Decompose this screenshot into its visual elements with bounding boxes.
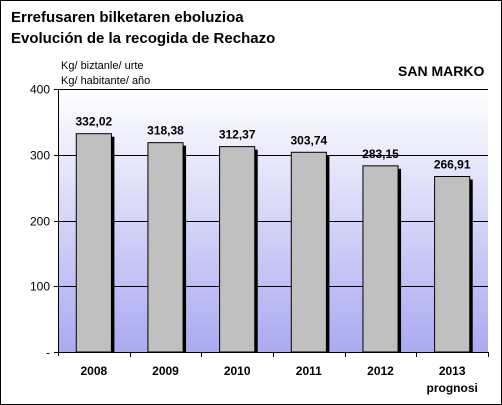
data-label: 312,37 bbox=[219, 128, 256, 142]
plot-area bbox=[58, 89, 488, 352]
bar-2010 bbox=[219, 146, 256, 353]
bar-2011 bbox=[290, 151, 327, 353]
grid-lines bbox=[54, 89, 489, 357]
chart-title-line2: Evolución de la recogida de Rechazo bbox=[11, 30, 276, 47]
data-label: 332,02 bbox=[75, 115, 112, 129]
labels: - 100 200 300 400 332,02 2008 318,38 2009 312,37 2… bbox=[30, 83, 478, 396]
category-label: 2009 bbox=[152, 364, 179, 378]
y-tick-label: 400 bbox=[30, 83, 50, 97]
bar-2013 bbox=[434, 176, 471, 353]
y-tick-label: 100 bbox=[30, 280, 50, 294]
bar-2008 bbox=[75, 133, 112, 353]
data-label: 318,38 bbox=[147, 124, 184, 138]
unit-label-basque: Kg/ biztanle/ urte bbox=[61, 60, 144, 72]
bar-2009 bbox=[147, 142, 184, 353]
data-label: 266,91 bbox=[434, 158, 471, 172]
category-label: 2010 bbox=[224, 364, 251, 378]
category-note: prognosi bbox=[427, 381, 478, 395]
category-label: 2012 bbox=[367, 364, 394, 378]
category-label: 2011 bbox=[296, 364, 322, 378]
bar-2012 bbox=[362, 165, 399, 353]
category-label: 2008 bbox=[80, 364, 107, 378]
y-tick-label: 200 bbox=[30, 215, 50, 229]
chart-title-line1: Errefusaren bilketaren eboluzioa bbox=[11, 9, 244, 26]
data-label: 283,15 bbox=[362, 147, 399, 161]
bars bbox=[75, 133, 473, 353]
data-label: 303,74 bbox=[290, 133, 327, 147]
category-label: 2013 bbox=[439, 364, 466, 378]
unit-label-spanish: Kg/ habitante/ año bbox=[61, 75, 151, 87]
place-label: SAN MARKO bbox=[398, 63, 485, 79]
y-tick-label: 300 bbox=[30, 149, 50, 163]
y-tick-label: - bbox=[46, 346, 50, 360]
